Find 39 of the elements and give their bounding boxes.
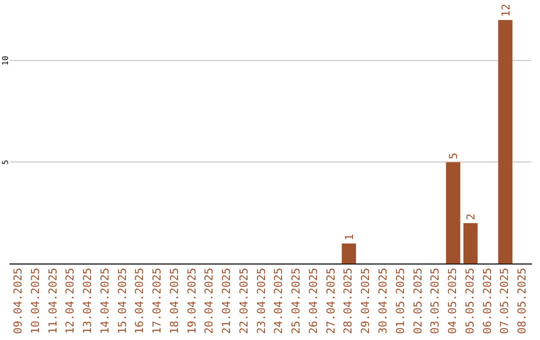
data-label: 5 (447, 152, 460, 160)
x-tick-label: 07.05.2025 (498, 268, 512, 334)
bar (342, 243, 356, 264)
x-tick-label: 10.04.2025 (28, 268, 42, 334)
x-tick-label: 27.04.2025 (324, 268, 338, 334)
x-tick-label: 16.04.2025 (133, 268, 146, 334)
x-tick-label: 28.04.2025 (342, 268, 355, 334)
x-tick-label: 01.05.2025 (394, 268, 407, 334)
x-tick-label: 09.04.2025 (12, 268, 25, 334)
x-tick-label: 17.04.2025 (150, 268, 164, 334)
x-tick-label: 03.05.2025 (428, 268, 442, 334)
x-tick-label: 25.04.2025 (290, 268, 303, 334)
x-tick-label: 06.05.2025 (480, 268, 494, 334)
x-tick-label: 04.05.2025 (446, 268, 460, 334)
bar (463, 223, 478, 264)
x-tick-label: 18.04.2025 (168, 268, 181, 334)
x-tick-label: 08.05.2025 (516, 268, 529, 334)
x-tick-label: 19.04.2025 (185, 268, 198, 334)
x-tick-label: 02.05.2025 (411, 268, 424, 334)
x-tick-label: 24.04.2025 (272, 268, 286, 334)
x-tick-label: 22.04.2025 (237, 268, 250, 334)
x-tick-label: 13.04.2025 (81, 268, 94, 334)
data-label: 12 (499, 4, 512, 17)
x-tick-label: 30.04.2025 (376, 268, 390, 334)
x-tick-label: 21.04.2025 (220, 268, 234, 334)
x-tick-label: 29.04.2025 (359, 268, 372, 334)
x-tick-label: 14.04.2025 (98, 268, 112, 334)
data-label: 2 (464, 214, 478, 220)
x-tick-label: 12.04.2025 (64, 268, 77, 334)
x-tick-label: 20.04.2025 (202, 268, 216, 334)
y-tick-label: 10 (1, 56, 10, 66)
x-tick-label: 26.04.2025 (306, 268, 320, 334)
bar (498, 20, 512, 264)
data-label: 1 (342, 234, 356, 240)
x-tick-label: 15.04.2025 (116, 268, 129, 334)
x-tick-label: 05.05.2025 (463, 268, 476, 334)
bar (446, 162, 460, 264)
x-tick-label: 23.04.2025 (254, 268, 268, 334)
x-tick-label: 11.04.2025 (46, 268, 60, 334)
